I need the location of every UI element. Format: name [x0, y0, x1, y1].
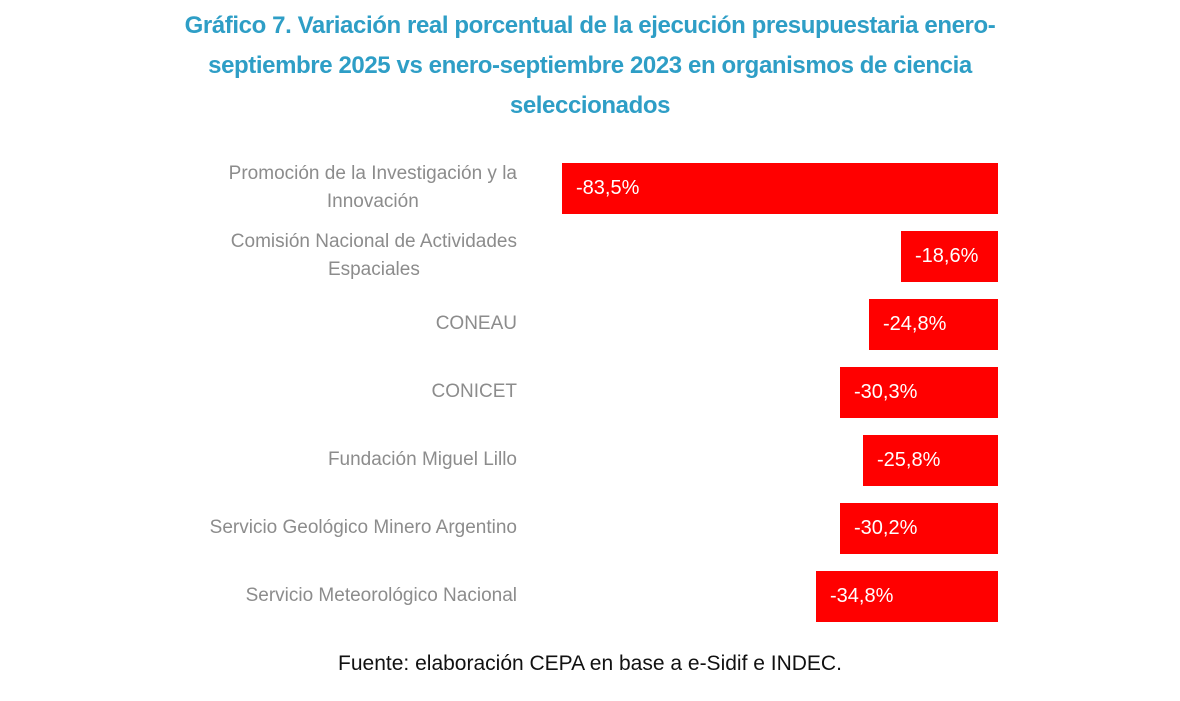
bar-zone: -25,8%: [517, 426, 998, 494]
bar-zone: -30,3%: [517, 358, 998, 426]
bar: -30,3%: [840, 366, 998, 418]
chart-row: CONEAU -24,8%: [0, 290, 1180, 358]
category-cell: CONEAU: [0, 290, 517, 358]
bar-zone: -18,6%: [517, 222, 998, 290]
bar-zone: -24,8%: [517, 290, 998, 358]
source-note: Fuente: elaboración CEPA en base a e-Sid…: [338, 652, 842, 675]
category-label: Servicio Geológico Minero Argentino: [209, 517, 517, 538]
bar: -83,5%: [562, 162, 998, 214]
chart-row: Servicio Geológico Minero Argentino -30,…: [0, 494, 1180, 562]
category-cell: Comisión Nacional de Actividades Espacia…: [0, 222, 517, 290]
bar-value-label: -34,8%: [830, 584, 894, 607]
bar-value-label: -18,6%: [915, 244, 979, 267]
category-cell: Promoción de la Investigación y la Innov…: [0, 154, 517, 222]
category-label: CONEAU: [435, 313, 517, 334]
category-label: Comisión Nacional de Actividades Espacia…: [230, 231, 517, 280]
bar-value-label: -30,3%: [854, 380, 918, 403]
bar-value-label: -83,5%: [576, 176, 640, 199]
category-cell: CONICET: [0, 358, 518, 426]
chart-row: Promoción de la Investigación y la Innov…: [0, 154, 1180, 222]
category-cell: Servicio Meteorológico Nacional: [0, 562, 517, 630]
category-label: Promoción de la Investigación y la Innov…: [228, 163, 517, 212]
category-label: Servicio Meteorológico Nacional: [245, 585, 517, 606]
bar: -18,6%: [901, 230, 998, 282]
chart-row: CONICET -30,3%: [0, 358, 1180, 426]
chart-title: Gráfico 7. Variación real porcentual de …: [184, 12, 996, 119]
chart-row: Comisión Nacional de Actividades Espacia…: [0, 222, 1180, 290]
bar-zone: -83,5%: [517, 154, 998, 222]
category-label: CONICET: [431, 381, 518, 402]
bar-value-label: -24,8%: [883, 312, 947, 335]
category-label: Fundación Miguel Lillo: [327, 449, 517, 470]
chart-row: Servicio Meteorológico Nacional -34,8%: [0, 562, 1180, 630]
bar: -24,8%: [869, 298, 998, 350]
chart-row: Fundación Miguel Lillo -25,8%: [0, 426, 1180, 494]
category-cell: Fundación Miguel Lillo: [0, 426, 517, 494]
bar-zone: -30,2%: [517, 494, 998, 562]
bar-value-label: -30,2%: [854, 516, 918, 539]
bar-chart: Promoción de la Investigación y la Innov…: [0, 154, 1180, 630]
bar: -30,2%: [840, 502, 998, 554]
category-cell: Servicio Geológico Minero Argentino: [0, 494, 517, 562]
bar-zone: -34,8%: [517, 562, 998, 630]
bar: -25,8%: [863, 434, 998, 486]
bar-value-label: -25,8%: [877, 448, 941, 471]
bar: -34,8%: [816, 570, 998, 622]
